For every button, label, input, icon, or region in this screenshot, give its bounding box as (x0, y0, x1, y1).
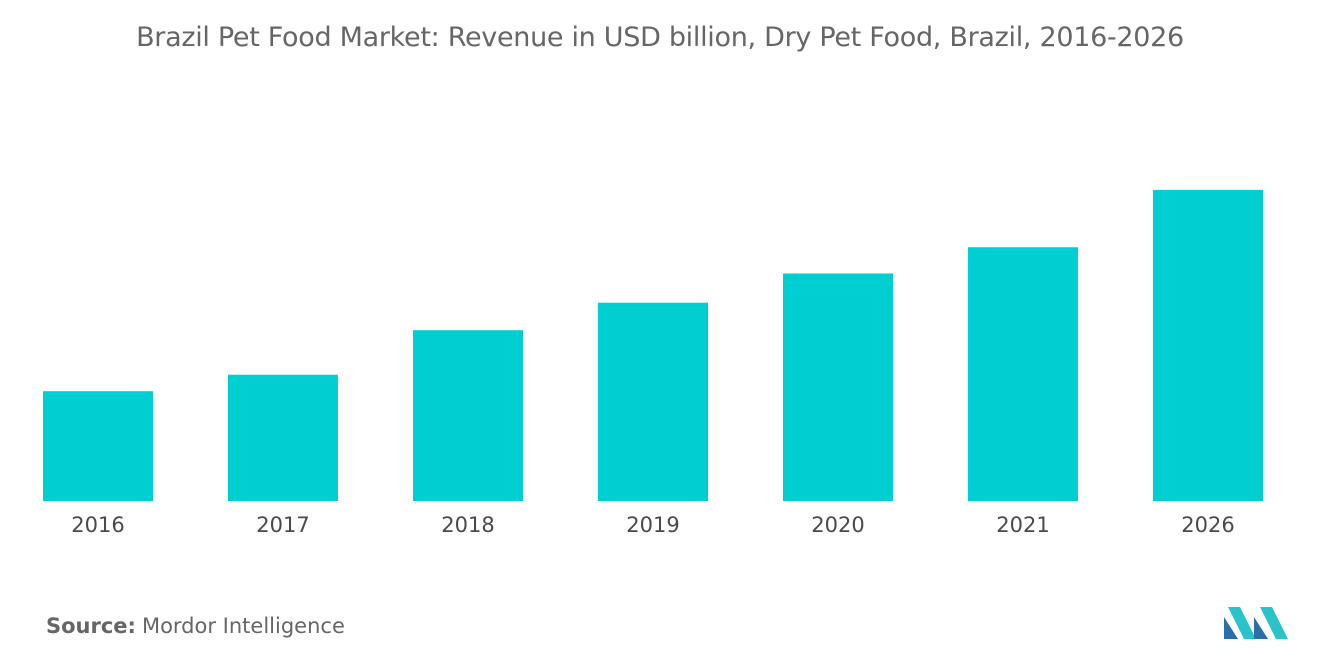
bar-2026 (1153, 189, 1263, 501)
source-label: Source: (46, 614, 136, 638)
logo-shape-mid-left (1228, 607, 1256, 639)
bar-2016 (43, 391, 153, 501)
x-tick-2026: 2026 (1181, 513, 1234, 537)
bars-group (43, 189, 1263, 501)
x-tick-labels: 2016 2017 2018 2019 2020 2021 2026 (71, 513, 1234, 537)
x-tick-2016: 2016 (71, 513, 124, 537)
bar-2019 (598, 302, 708, 501)
bar-2017 (228, 374, 338, 501)
x-tick-2019: 2019 (626, 513, 679, 537)
x-tick-2018: 2018 (441, 513, 494, 537)
x-tick-2017: 2017 (256, 513, 309, 537)
source-line: Source: Mordor Intelligence (46, 614, 345, 638)
x-tick-2021: 2021 (996, 513, 1049, 537)
logo-shape-left (1224, 617, 1238, 639)
chart-title: Brazil Pet Food Market: Revenue in USD b… (136, 22, 1184, 53)
logo-shape-mid-right (1254, 617, 1268, 639)
logo-shape-right (1260, 607, 1288, 639)
bar-2018 (413, 330, 523, 501)
mordor-intelligence-logo-icon (1224, 607, 1288, 639)
bar-2021 (968, 247, 1078, 501)
bar-chart: 2016 2017 2018 2019 2020 2021 2026 (43, 189, 1263, 537)
bar-2020 (783, 273, 893, 501)
x-tick-2020: 2020 (811, 513, 864, 537)
source-text: Mordor Intelligence (141, 614, 345, 638)
